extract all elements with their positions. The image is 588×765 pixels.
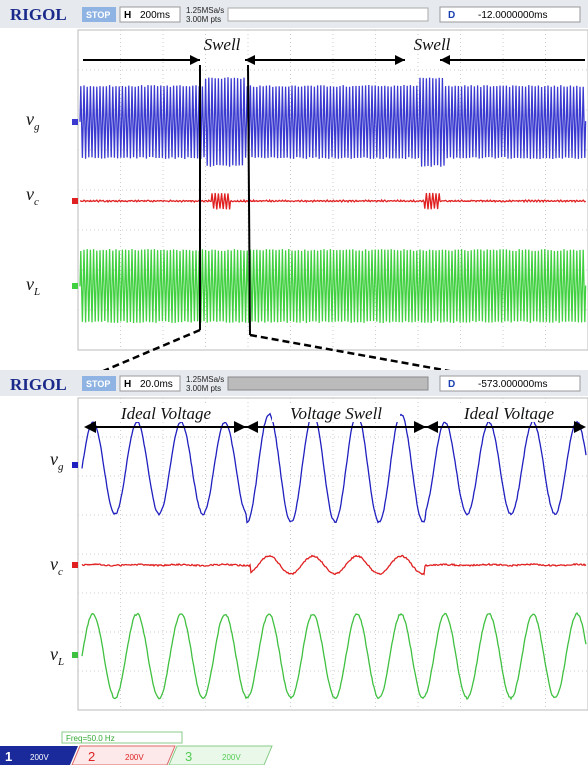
symbol: v — [50, 449, 58, 469]
brand: RIGOL — [10, 375, 67, 394]
d-label: D — [448, 10, 455, 21]
channel-label: vL — [50, 644, 64, 668]
annotation: Voltage Swell — [290, 404, 382, 423]
channel-label: vg — [50, 449, 64, 473]
subscript: L — [33, 286, 40, 298]
channel-marker — [72, 562, 78, 568]
channel-marker — [72, 283, 78, 289]
status: STOP — [86, 379, 110, 389]
memory: 3.00M pts — [186, 384, 221, 393]
channel-label: vg — [26, 109, 40, 133]
frequency: Freq=50.0 Hz — [66, 734, 115, 743]
annotation: Ideal Voltage — [120, 404, 212, 423]
screenshot: RIGOL STOP H 200ms 1.25MSa/s 3.00M pts D… — [0, 0, 588, 765]
sample-rate: 1.25MSa/s — [186, 375, 224, 384]
delay: -573.000000ms — [478, 379, 548, 390]
subscript: g — [34, 121, 40, 133]
delay: -12.0000000ms — [478, 10, 548, 21]
annotation: Swell — [204, 35, 241, 54]
sample-rate: 1.25MSa/s — [186, 6, 224, 15]
symbol: v — [26, 109, 34, 129]
status: STOP — [86, 10, 110, 20]
annotation: Ideal Voltage — [463, 404, 555, 423]
channel-marker — [72, 198, 78, 204]
symbol: v — [50, 644, 58, 664]
channel-scale: 200V — [30, 753, 49, 762]
channel-scale: 200V — [125, 753, 144, 762]
channel-marker — [72, 652, 78, 658]
memory: 3.00M pts — [186, 15, 221, 24]
channel-number: 1 — [5, 749, 12, 764]
timebase: 20.0ms — [140, 379, 173, 390]
symbol: v — [26, 274, 34, 294]
subscript: g — [58, 461, 64, 473]
subscript: L — [57, 656, 64, 668]
channel-label: vc — [26, 184, 39, 208]
subscript: c — [34, 196, 39, 208]
channel-marker — [72, 462, 78, 468]
h-label: H — [124, 379, 131, 390]
symbol: v — [26, 184, 34, 204]
brand: RIGOL — [10, 5, 67, 24]
h-label: H — [124, 10, 131, 21]
d-label: D — [448, 379, 455, 390]
channel-number: 3 — [185, 749, 192, 764]
annotation: Swell — [414, 35, 451, 54]
memory-bar — [228, 8, 428, 21]
channel-number: 2 — [88, 749, 95, 764]
memory-bar — [228, 377, 428, 390]
channel-label: vc — [50, 554, 63, 578]
channel-label: vL — [26, 274, 40, 298]
symbol: v — [50, 554, 58, 574]
subscript: c — [58, 566, 63, 578]
timebase: 200ms — [140, 10, 170, 21]
channel-scale: 200V — [222, 753, 241, 762]
channel-marker — [72, 119, 78, 125]
